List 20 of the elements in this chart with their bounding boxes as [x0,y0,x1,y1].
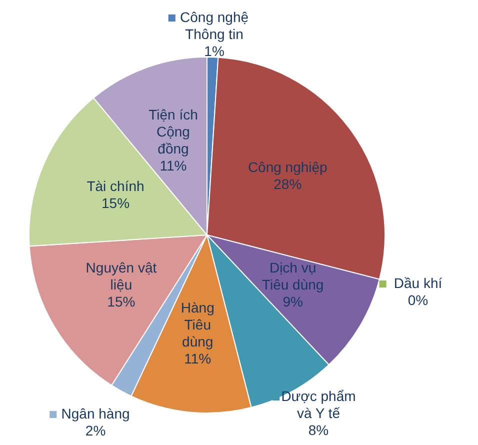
slice-label: Hàng Tiêu dùng [180,300,214,350]
slice-label: Tiện ích Cộng đồng [148,106,198,157]
data-label: 28% [274,176,302,192]
legend-label: Ngân hàng [61,406,130,422]
data-label: 15% [102,194,130,211]
slice-label: Công nghiệp [248,158,328,175]
legend-label: Dầu khí [394,275,442,292]
data-label: 1% [204,43,224,59]
data-label: 8% [308,422,329,438]
data-label: 11% [160,158,187,174]
text: 0% [408,292,428,308]
slice-label: Nguyên vật liệu [86,260,157,293]
data-label: 15% [107,294,136,310]
legend-label: Công nghệ Thông tin [180,9,249,42]
slice-label: Dịch vụ Tiêu dùng [262,260,324,293]
data-label: 9% [282,294,303,310]
legend-label: Dược phẩm và Y tế [281,388,356,421]
data-label: 11% [184,350,212,367]
slice-label: Tài chính [86,178,144,194]
data-label: 2% [85,422,106,438]
